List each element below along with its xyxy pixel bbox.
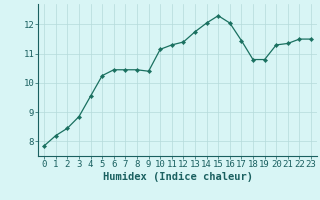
X-axis label: Humidex (Indice chaleur): Humidex (Indice chaleur) bbox=[103, 172, 252, 182]
